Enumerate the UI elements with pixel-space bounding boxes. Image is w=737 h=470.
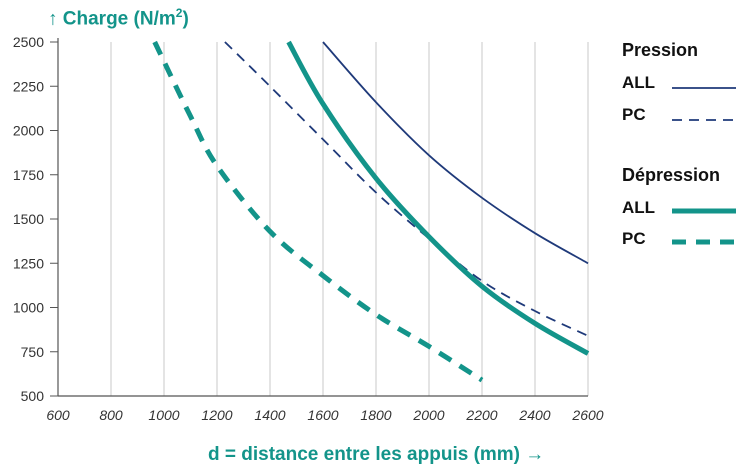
depression-pc-line [152, 40, 484, 383]
y-tick-label: 1500 [13, 211, 44, 227]
pression-all-line [322, 41, 589, 265]
y-tick-label: 2250 [13, 78, 44, 94]
right-arrow-icon: → [525, 444, 545, 465]
y-tick-label: 500 [21, 388, 45, 404]
x-tick-label: 1600 [307, 407, 338, 423]
x-tick-label: 600 [46, 407, 70, 423]
legend-depression-all-label: ALL [622, 198, 656, 217]
y-tick-label: 750 [21, 344, 45, 360]
legend-group-depression-title: Dépression [622, 165, 721, 185]
y-tick-label: 1000 [13, 300, 44, 316]
y-axis-unit-superscript: 2 [175, 6, 183, 20]
y-tick-label: 2500 [13, 34, 44, 50]
y-tick-label: 1750 [13, 167, 44, 183]
legend-swatches [672, 87, 736, 245]
tick-labels: 600 800 1000 1200 1400 1600 1800 2000 2200 2400 26… [13, 34, 604, 423]
x-tick-label: 2200 [465, 407, 497, 423]
x-axis-title: d = distance entre les appuis (mm) → [208, 444, 544, 466]
x-tick-label: 800 [99, 407, 123, 423]
y-axis-title: ↑ Charge (N/m2) [48, 6, 189, 30]
legend-group-pression-title: Pression [622, 40, 699, 60]
x-tick-label: 1400 [254, 407, 285, 423]
up-arrow-icon: ↑ [48, 8, 58, 30]
pression-pc-line [224, 41, 589, 337]
y-axis-label-close: ) [182, 8, 189, 30]
series-lines [152, 40, 590, 383]
y-tick-label: 2000 [13, 123, 44, 139]
axes [50, 38, 588, 397]
x-tick-label: 1000 [148, 407, 179, 423]
x-tick-label: 2600 [571, 407, 603, 423]
legend-depression-pc-label: PC [622, 229, 646, 248]
x-tick-label: 1200 [201, 407, 232, 423]
depression-all-line [286, 40, 590, 356]
y-axis-label: Charge (N/m [62, 8, 176, 30]
legend-pression-pc-label: PC [622, 105, 646, 124]
legend-pression-all-label: ALL [622, 73, 656, 92]
x-axis-label: d = distance entre les appuis (mm) [208, 444, 521, 465]
x-tick-label: 2400 [518, 407, 550, 423]
x-tick-label: 2000 [412, 407, 444, 423]
x-tick-label: 1800 [360, 407, 391, 423]
y-tick-label: 1250 [13, 255, 44, 271]
